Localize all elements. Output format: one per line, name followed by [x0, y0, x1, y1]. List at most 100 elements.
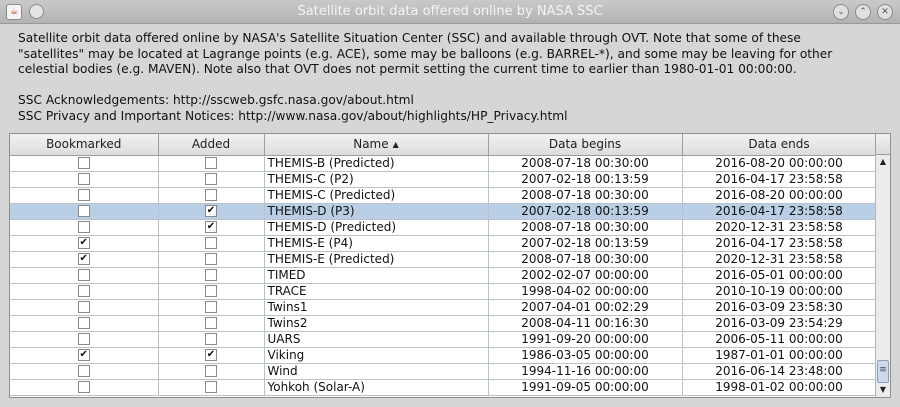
added-checkbox[interactable]	[205, 237, 217, 249]
check-icon: ✔	[206, 221, 216, 232]
scrollbar-thumb[interactable]: ≡	[877, 360, 889, 383]
added-cell	[158, 363, 265, 380]
bookmarked-checkbox[interactable]	[77, 365, 90, 377]
minimize-button[interactable]: ⌄	[833, 4, 849, 20]
added-checkbox[interactable]	[205, 189, 217, 201]
data-begins-cell: 2008-07-18 00:30:00	[488, 187, 683, 204]
data-begins-cell: 2007-02-18 00:13:59	[488, 203, 683, 220]
added-cell	[158, 235, 265, 252]
column-header-name[interactable]: Name ▲	[264, 134, 489, 156]
bookmarked-checkbox[interactable]	[77, 317, 90, 329]
bookmarked-checkbox[interactable]: ✔	[77, 349, 90, 361]
added-checkbox[interactable]	[205, 173, 217, 185]
table-row[interactable]: Yohkoh (Solar-A) 1991-09-05 00:00:00 1998-…	[10, 379, 877, 396]
added-checkbox[interactable]: ✔	[205, 349, 217, 361]
added-checkbox[interactable]	[205, 381, 217, 393]
satellite-name-cell: Wind	[264, 363, 489, 380]
data-begins-cell: 2008-04-11 00:16:30	[488, 315, 683, 332]
table-row[interactable]: ✔ THEMIS-D (P3) 2007-02-18 00:13:59 2016-04…	[10, 203, 877, 220]
data-begins-cell: 1991-09-20 00:00:00	[488, 331, 683, 348]
intro-line-1: Satellite orbit data offered online by N…	[18, 31, 801, 45]
data-ends-cell: 2016-03-09 23:54:29	[682, 315, 877, 332]
added-checkbox[interactable]	[205, 269, 217, 281]
added-checkbox[interactable]	[205, 157, 217, 169]
added-checkbox[interactable]: ✔	[205, 205, 217, 217]
data-begins-cell: 2002-02-07 00:00:00	[488, 267, 683, 284]
table-row[interactable]: UARS 1991-09-20 00:00:00 2006-05-11 00:00:…	[10, 331, 877, 348]
scroll-down-arrow-icon[interactable]: ▼	[879, 385, 887, 394]
satellite-name-cell: Twins1	[264, 299, 489, 316]
vertical-scrollbar[interactable]: ▲ ≡ ▼	[875, 155, 890, 397]
privacy-text: SSC Privacy and Important Notices: http:…	[18, 108, 568, 123]
satellite-name-cell: UARS	[264, 331, 489, 348]
window-titlebar: ☕ Satellite orbit data offered online by…	[0, 0, 900, 24]
bookmarked-checkbox[interactable]	[77, 173, 90, 185]
data-ends-cell: 2016-04-17 23:58:58	[682, 171, 877, 188]
table-row[interactable]: TRACE 1998-04-02 00:00:00 2010-10-19 00:00…	[10, 283, 877, 300]
table-row[interactable]: Twins1 2007-04-01 00:02:29 2016-03-09 23:5…	[10, 299, 877, 316]
added-checkbox[interactable]	[205, 317, 217, 329]
added-checkbox[interactable]	[205, 253, 217, 265]
satellite-name-cell: TIMED	[264, 267, 489, 284]
bookmarked-checkbox[interactable]	[77, 333, 90, 345]
column-header-bookmarked[interactable]: Bookmarked	[10, 134, 159, 156]
added-cell: ✔	[158, 203, 265, 220]
added-cell	[158, 331, 265, 348]
column-header-added[interactable]: Added	[158, 134, 265, 156]
check-icon: ✔	[79, 253, 88, 264]
data-ends-cell: 2016-06-14 23:48:00	[682, 363, 877, 380]
data-ends-cell: 2006-05-11 00:00:00	[682, 331, 877, 348]
bookmarked-checkbox[interactable]	[77, 189, 90, 201]
bookmarked-cell	[10, 203, 159, 220]
table-row[interactable]: TIMED 2002-02-07 00:00:00 2016-05-01 00:00…	[10, 267, 877, 284]
added-checkbox[interactable]	[205, 333, 217, 345]
added-checkbox[interactable]	[205, 285, 217, 297]
close-button[interactable]: ✕	[877, 4, 893, 20]
satellite-name-cell: THEMIS-D (Predicted)	[264, 219, 489, 236]
added-checkbox[interactable]: ✔	[205, 221, 217, 233]
scroll-up-arrow-icon[interactable]: ▲	[879, 157, 887, 166]
satellite-name-cell: Viking	[264, 347, 489, 364]
check-icon: ✔	[206, 205, 216, 216]
data-begins-cell: 2008-07-18 00:30:00	[488, 155, 683, 172]
data-ends-cell: 2016-03-09 23:58:30	[682, 299, 877, 316]
column-header-data-ends[interactable]: Data ends	[682, 134, 877, 156]
bookmarked-checkbox[interactable]	[77, 301, 90, 313]
bookmarked-checkbox[interactable]: ✔	[77, 237, 90, 249]
bookmarked-cell: ✔	[10, 235, 159, 252]
table-row[interactable]: ✔ ✔ Viking 1986-03-05 00:00:00 1987-01-01 00…	[10, 347, 877, 364]
table-row[interactable]: Twins2 2008-04-11 00:16:30 2016-03-09 23:5…	[10, 315, 877, 332]
table-row[interactable]: THEMIS-C (P2) 2007-02-18 00:13:59 2016-04-…	[10, 171, 877, 188]
added-cell	[158, 315, 265, 332]
bookmarked-checkbox[interactable]	[77, 221, 90, 233]
bookmarked-cell	[10, 171, 159, 188]
data-ends-cell: 1987-01-01 00:00:00	[682, 347, 877, 364]
bookmarked-checkbox[interactable]: ✔	[77, 253, 90, 265]
bookmarked-checkbox[interactable]	[77, 205, 90, 217]
bookmarked-checkbox[interactable]	[77, 269, 90, 281]
data-ends-cell: 2016-04-17 23:58:58	[682, 203, 877, 220]
maximize-button[interactable]: ⌃	[855, 4, 871, 20]
satellite-name-cell: Yohkoh (Solar-A)	[264, 379, 489, 396]
table-row[interactable]: Wind 1994-11-16 00:00:00 2016-06-14 23:48:…	[10, 363, 877, 380]
bookmarked-cell	[10, 299, 159, 316]
data-ends-cell: 2016-08-20 00:00:00	[682, 187, 877, 204]
added-checkbox[interactable]	[205, 365, 217, 377]
table-row[interactable]: ✔ THEMIS-E (Predicted) 2008-07-18 00:30:00…	[10, 251, 877, 268]
java-app-icon: ☕	[6, 4, 22, 20]
table-row[interactable]: ✔ THEMIS-D (Predicted) 2008-07-18 00:30:00…	[10, 219, 877, 236]
window-menu-button[interactable]	[29, 4, 44, 19]
table-row[interactable]: ✔ THEMIS-E (P4) 2007-02-18 00:13:59 2016-04…	[10, 235, 877, 252]
table-row[interactable]: THEMIS-B (Predicted) 2008-07-18 00:30:00 2…	[10, 155, 877, 172]
added-checkbox[interactable]	[205, 301, 217, 313]
column-header-data-begins[interactable]: Data begins	[488, 134, 683, 156]
added-cell: ✔	[158, 347, 265, 364]
satellite-name-cell: THEMIS-E (P4)	[264, 235, 489, 252]
table-row[interactable]: THEMIS-C (Predicted) 2008-07-18 00:30:00 2…	[10, 187, 877, 204]
bookmarked-checkbox[interactable]	[77, 157, 90, 169]
data-ends-cell: 2016-05-01 00:00:00	[682, 267, 877, 284]
bookmarked-checkbox[interactable]	[77, 285, 90, 297]
bookmarked-cell: ✔	[10, 347, 159, 364]
bookmarked-checkbox[interactable]	[77, 381, 90, 393]
intro-text: Satellite orbit data offered online by N…	[18, 31, 888, 124]
